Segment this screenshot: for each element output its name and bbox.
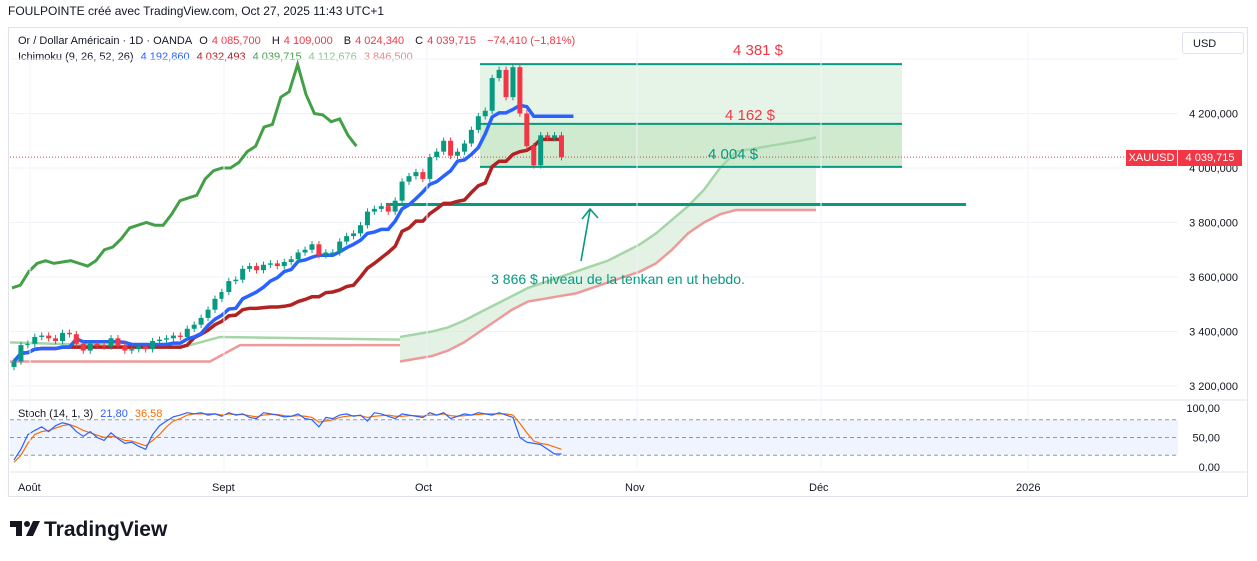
stoch-k-value: 21,80	[100, 408, 128, 420]
ichimoku-legend: Ichimoku (9, 26, 52, 26) 4 192,860 4 032…	[18, 51, 417, 63]
tradingview-logo-icon	[10, 521, 40, 536]
price-tag-symbol: XAUUSD	[1126, 150, 1177, 166]
ichimoku-label: Ichimoku (9, 26, 52, 26)	[18, 51, 134, 63]
symbol-label: Or / Dollar Américain · 1D · OANDA	[18, 35, 193, 47]
ichimoku-span-b-value: 3 846,500	[363, 51, 413, 63]
stoch-legend: Stoch (14, 1, 3) 21,80 36,58	[18, 408, 166, 420]
price-tag-value: 4 039,715	[1178, 150, 1242, 166]
stoch-label: Stoch (14, 1, 3)	[18, 408, 94, 420]
ohlc-change: −74,410 (−1,81%)	[487, 35, 576, 47]
ichimoku-kijun-value: 4 032,493	[196, 51, 246, 63]
stoch-d-value: 36,58	[134, 408, 163, 420]
currency-button[interactable]: USD	[1182, 32, 1244, 54]
ichimoku-chikou-value: 4 039,715	[252, 51, 302, 63]
ichimoku-span-a-value: 4 112,676	[308, 51, 357, 63]
tradingview-logo: TradingView	[10, 518, 167, 542]
ichimoku-tenkan-value: 4 192,860	[140, 51, 190, 63]
chart-header: FOULPOINTE créé avec TradingView.com, Oc…	[8, 4, 385, 18]
brand-name: TradingView	[44, 518, 168, 541]
chart-frame	[8, 27, 1248, 497]
